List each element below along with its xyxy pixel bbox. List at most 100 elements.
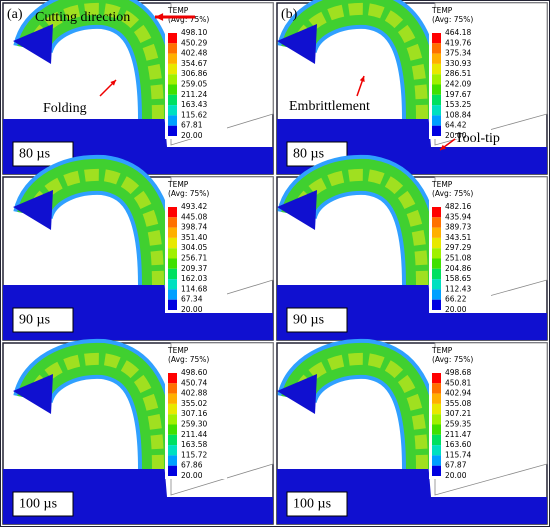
legend-title: TEMP bbox=[431, 180, 453, 189]
legend-value: 398.74 bbox=[181, 223, 207, 232]
time-label: 90 µs bbox=[19, 313, 50, 328]
legend-swatch bbox=[432, 217, 441, 228]
annotation: Embrittlement bbox=[289, 99, 370, 114]
legend-value: 330.93 bbox=[445, 59, 471, 68]
legend-value: 211.44 bbox=[181, 430, 207, 439]
legend-swatch bbox=[168, 445, 177, 456]
legend-value: 343.51 bbox=[445, 233, 471, 242]
legend-value: 286.51 bbox=[445, 69, 471, 78]
legend-value: 66.22 bbox=[445, 295, 467, 304]
chip-tip bbox=[13, 374, 53, 414]
legend-swatch bbox=[432, 465, 441, 476]
panel-tag: (a) bbox=[7, 7, 23, 22]
time-label: 90 µs bbox=[293, 313, 324, 328]
legend-subtitle: (Avg: 75%) bbox=[168, 15, 209, 24]
arrow-head bbox=[110, 80, 116, 86]
legend-swatch bbox=[432, 248, 441, 259]
legend-swatch bbox=[168, 414, 177, 425]
legend-swatch bbox=[432, 445, 441, 456]
time-box bbox=[12, 491, 74, 517]
legend-swatch bbox=[432, 63, 441, 75]
chip-tip bbox=[13, 190, 53, 230]
legend-swatch bbox=[168, 33, 177, 44]
legend-value: 67.81 bbox=[181, 121, 203, 130]
legend-title: TEMP bbox=[167, 6, 189, 15]
legend-value: 259.30 bbox=[181, 420, 207, 429]
legend-title: TEMP bbox=[431, 346, 453, 355]
legend-value: 153.25 bbox=[445, 100, 471, 109]
legend-swatch bbox=[168, 299, 177, 310]
legend-value: 307.21 bbox=[445, 409, 471, 418]
legend-value: 402.88 bbox=[181, 389, 207, 398]
legend-subtitle: (Avg: 75%) bbox=[432, 355, 473, 364]
legend-swatch bbox=[168, 74, 177, 85]
time-box bbox=[286, 307, 348, 333]
legend-swatch bbox=[168, 434, 177, 446]
legend-swatch bbox=[168, 53, 177, 64]
legend-swatch bbox=[168, 373, 177, 384]
annotation: Cutting direction bbox=[35, 10, 130, 25]
legend-swatch bbox=[168, 403, 177, 415]
legend-value: 435.94 bbox=[445, 212, 471, 221]
time-box bbox=[12, 141, 74, 167]
legend-title: TEMP bbox=[167, 180, 189, 189]
legend-swatch bbox=[432, 84, 441, 95]
chip-tip bbox=[13, 24, 53, 64]
legend-subtitle: (Avg: 75%) bbox=[432, 15, 473, 24]
legend-value: 20.00 bbox=[181, 131, 203, 140]
legend-value: 20.00 bbox=[181, 471, 203, 480]
chip-tip bbox=[277, 374, 317, 414]
legend-swatch bbox=[432, 268, 441, 280]
chip-tip bbox=[277, 190, 317, 230]
legend-swatch bbox=[168, 455, 177, 466]
legend-value: 450.29 bbox=[181, 38, 207, 47]
legend-value: 115.74 bbox=[445, 450, 471, 459]
legend-value: 211.24 bbox=[181, 90, 207, 99]
legend-value: 306.86 bbox=[181, 69, 207, 78]
legend-swatch bbox=[432, 33, 441, 44]
time-label: 100 µs bbox=[293, 497, 331, 512]
arrow-head bbox=[155, 13, 164, 21]
chip-core bbox=[291, 168, 428, 286]
legend-swatch bbox=[168, 217, 177, 228]
legend-value: 64.42 bbox=[445, 121, 467, 130]
legend-value: 355.02 bbox=[181, 399, 207, 408]
legend-swatch bbox=[432, 53, 441, 64]
legend-value: 67.87 bbox=[445, 461, 467, 470]
legend-swatch bbox=[432, 43, 441, 54]
time-box bbox=[12, 307, 74, 333]
legend-swatch bbox=[432, 434, 441, 446]
legend-swatch bbox=[432, 74, 441, 85]
legend-value: 389.73 bbox=[445, 223, 471, 232]
legend-swatch bbox=[168, 393, 177, 404]
legend-value: 351.40 bbox=[181, 233, 207, 242]
legend-value: 211.47 bbox=[445, 430, 471, 439]
legend-value: 204.86 bbox=[445, 264, 471, 273]
legend-swatch bbox=[432, 455, 441, 466]
legend-swatch bbox=[432, 383, 441, 394]
legend-title: TEMP bbox=[431, 6, 453, 15]
legend-swatch bbox=[432, 403, 441, 415]
legend-swatch bbox=[432, 237, 441, 249]
legend-value: 450.81 bbox=[445, 378, 471, 387]
legend-swatch bbox=[432, 424, 441, 435]
legend-value: 464.18 bbox=[445, 28, 471, 37]
legend-swatch bbox=[432, 279, 441, 290]
legend-value: 209.37 bbox=[181, 264, 207, 273]
legend-value: 256.71 bbox=[181, 254, 207, 263]
legend-value: 163.58 bbox=[181, 440, 207, 449]
legend-value: 493.42 bbox=[181, 202, 207, 211]
legend-swatch bbox=[168, 258, 177, 269]
legend-subtitle: (Avg: 75%) bbox=[168, 189, 209, 198]
legend-swatch bbox=[432, 393, 441, 404]
legend-swatch bbox=[432, 299, 441, 310]
legend-value: 20.00 bbox=[445, 131, 467, 140]
legend-swatch bbox=[432, 227, 441, 238]
legend-value: 197.67 bbox=[445, 90, 471, 99]
